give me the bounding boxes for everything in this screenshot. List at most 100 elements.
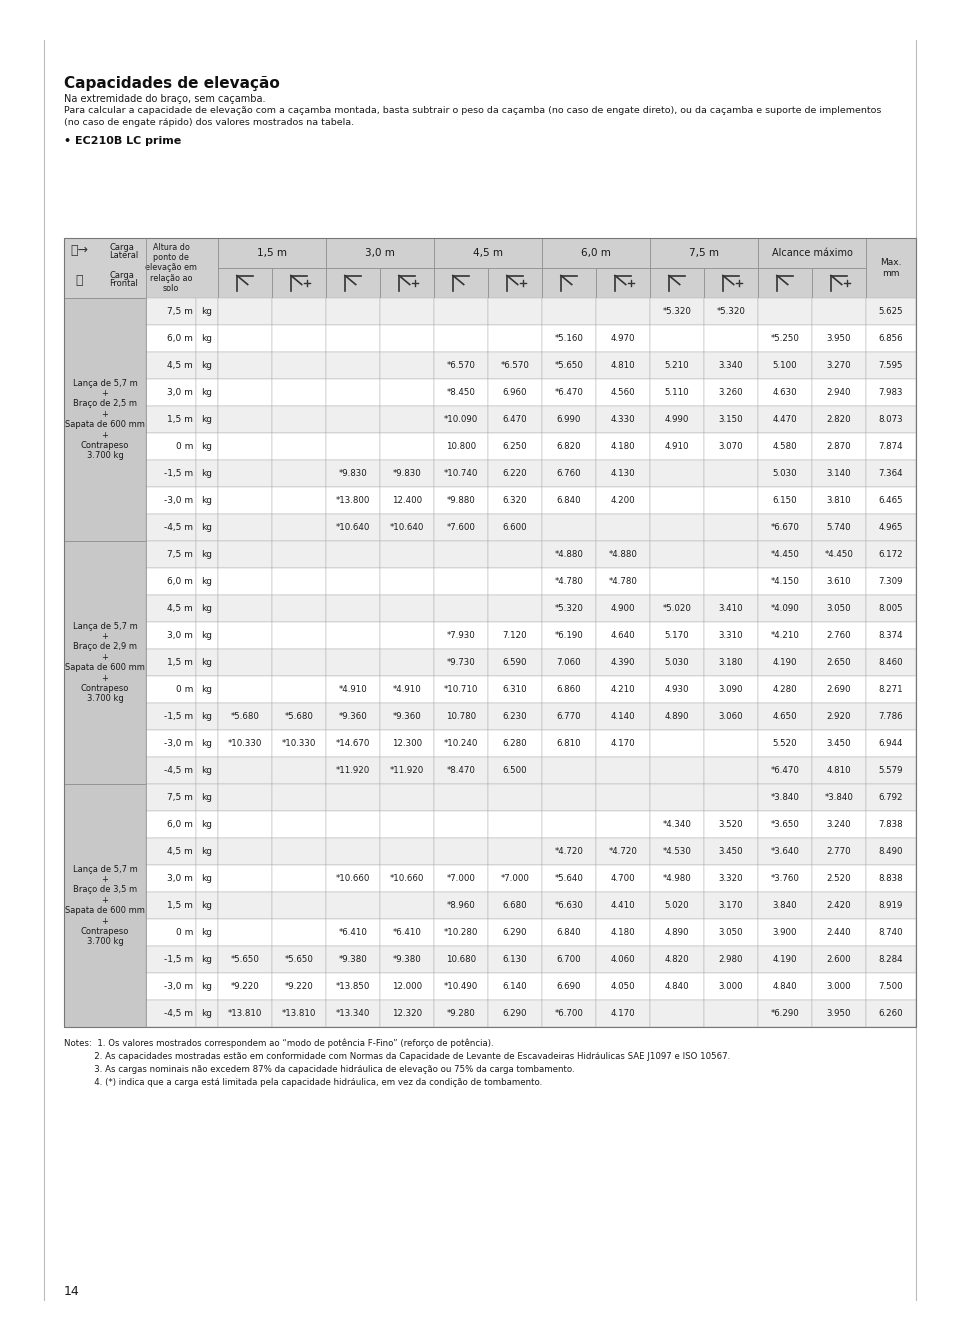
Bar: [866, 730, 916, 758]
Text: 8.374: 8.374: [878, 631, 903, 641]
Bar: [196, 514, 218, 541]
Text: 3.140: 3.140: [827, 469, 852, 478]
Text: Altura do
ponto de
elevação em
relação ao
solo: Altura do ponto de elevação em relação a…: [145, 243, 197, 294]
Text: 1,5 m: 1,5 m: [167, 415, 193, 424]
Bar: [758, 405, 812, 433]
Bar: [146, 298, 196, 326]
Text: *5.680: *5.680: [230, 712, 259, 722]
Bar: [596, 541, 650, 567]
Text: ⦗→: ⦗→: [70, 243, 88, 256]
Text: *6.410: *6.410: [339, 928, 368, 937]
Text: 5.520: 5.520: [773, 739, 798, 748]
Bar: [218, 946, 272, 973]
Text: 7.060: 7.060: [557, 658, 582, 667]
Bar: [196, 730, 218, 758]
Text: Capacidades de elevação: Capacidades de elevação: [64, 76, 279, 90]
Text: *10.660: *10.660: [336, 874, 371, 882]
Bar: [64, 298, 146, 541]
Text: 5.579: 5.579: [878, 766, 903, 775]
Bar: [218, 352, 272, 379]
Text: kg: kg: [202, 658, 212, 667]
Text: 3.060: 3.060: [719, 712, 743, 722]
Text: *10.490: *10.490: [444, 982, 478, 991]
Text: *10.740: *10.740: [444, 469, 478, 478]
Bar: [434, 649, 488, 676]
Text: *9.380: *9.380: [393, 956, 421, 964]
Text: *5.640: *5.640: [555, 874, 584, 882]
Text: 2.980: 2.980: [719, 956, 743, 964]
Bar: [434, 514, 488, 541]
Text: 3.240: 3.240: [827, 820, 852, 829]
Text: *4.910: *4.910: [339, 684, 368, 694]
Bar: [146, 918, 196, 946]
Text: 3.950: 3.950: [827, 334, 852, 343]
Text: 7.595: 7.595: [878, 361, 903, 369]
Bar: [758, 758, 812, 784]
Bar: [596, 703, 650, 730]
Text: 2.600: 2.600: [827, 956, 852, 964]
Text: kg: kg: [202, 982, 212, 991]
Text: *7.000: *7.000: [500, 874, 529, 882]
Text: 4.970: 4.970: [611, 334, 636, 343]
Bar: [812, 892, 866, 918]
Bar: [196, 326, 218, 352]
Text: 4.190: 4.190: [773, 956, 797, 964]
Bar: [704, 649, 758, 676]
Text: 5.170: 5.170: [664, 631, 689, 641]
Text: *4.880: *4.880: [609, 550, 637, 560]
Bar: [650, 541, 704, 567]
Text: 4,5 m: 4,5 m: [167, 603, 193, 613]
Bar: [380, 541, 434, 567]
Text: *7.000: *7.000: [446, 874, 475, 882]
Bar: [866, 352, 916, 379]
Text: 4.410: 4.410: [611, 901, 636, 910]
Bar: [650, 514, 704, 541]
Bar: [218, 268, 272, 298]
Text: 2.820: 2.820: [827, 415, 852, 424]
Text: kg: kg: [202, 577, 212, 586]
Bar: [866, 567, 916, 595]
Bar: [758, 892, 812, 918]
Text: 5.030: 5.030: [773, 469, 798, 478]
Bar: [812, 811, 866, 839]
Bar: [488, 892, 542, 918]
Text: 6.465: 6.465: [878, 496, 903, 505]
Text: 4.840: 4.840: [773, 982, 798, 991]
Bar: [866, 433, 916, 460]
Text: 1,5 m: 1,5 m: [167, 901, 193, 910]
Text: 8.740: 8.740: [878, 928, 903, 937]
Bar: [488, 784, 542, 811]
Bar: [196, 567, 218, 595]
Bar: [650, 379, 704, 405]
Bar: [542, 460, 596, 486]
Text: kg: kg: [202, 550, 212, 560]
Text: Carga: Carga: [109, 242, 133, 251]
Text: 6.760: 6.760: [557, 469, 582, 478]
Bar: [196, 892, 218, 918]
Bar: [218, 595, 272, 622]
Bar: [704, 758, 758, 784]
Bar: [434, 433, 488, 460]
Text: *5.650: *5.650: [284, 956, 313, 964]
Bar: [650, 326, 704, 352]
Bar: [488, 541, 542, 567]
Text: kg: kg: [202, 415, 212, 424]
Bar: [812, 460, 866, 486]
Bar: [866, 460, 916, 486]
Text: Notes:  1. Os valores mostrados correspondem ao “modo de potência F-Fino” (refor: Notes: 1. Os valores mostrados correspon…: [64, 1039, 493, 1049]
Bar: [758, 839, 812, 865]
Bar: [146, 999, 196, 1027]
Text: 3.520: 3.520: [719, 820, 743, 829]
Bar: [866, 486, 916, 514]
Bar: [380, 892, 434, 918]
Text: 4.580: 4.580: [773, 443, 798, 451]
Bar: [650, 839, 704, 865]
Bar: [272, 460, 326, 486]
Bar: [758, 784, 812, 811]
Text: *10.640: *10.640: [390, 524, 424, 532]
Bar: [812, 918, 866, 946]
Bar: [866, 514, 916, 541]
Bar: [650, 622, 704, 649]
Bar: [542, 379, 596, 405]
Bar: [758, 514, 812, 541]
